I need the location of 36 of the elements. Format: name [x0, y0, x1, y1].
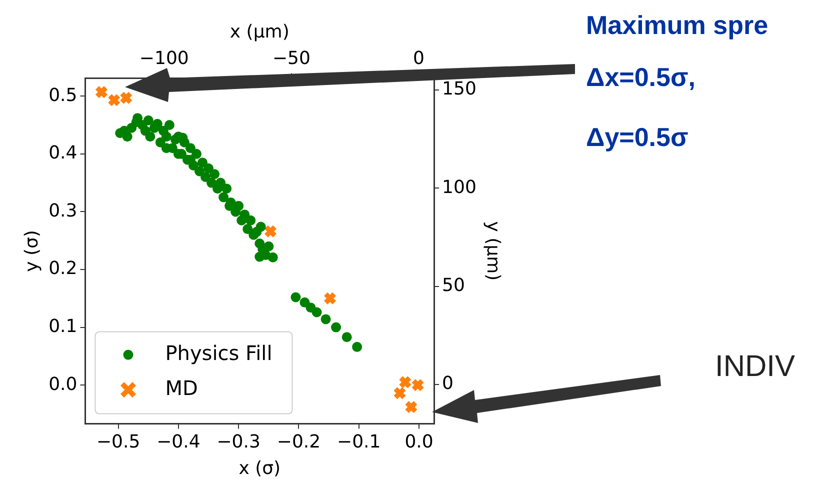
y2-tick-label: 100 — [442, 176, 476, 198]
x-tick-label: −0.4 — [156, 431, 200, 452]
point — [404, 400, 418, 414]
text: INDIV — [715, 350, 796, 384]
x2-axis-title: x (μm) — [230, 21, 290, 42]
legend-label: Physics Fill — [165, 341, 272, 366]
y2-axis-title: y (μm) — [482, 221, 504, 281]
y2-tick-label: 150 — [442, 78, 476, 100]
point — [94, 85, 108, 99]
y2-tick-label: 0 — [442, 373, 454, 394]
x-tick-label: 0.0 — [404, 431, 434, 452]
y-tick-label: 0.3 — [48, 200, 78, 222]
text: Δy=0.5σ — [586, 122, 688, 153]
x-tick-label: −0.5 — [96, 431, 140, 452]
point — [264, 224, 278, 238]
y-axis-title: y (σ) — [21, 230, 42, 272]
text: Δx=0.5σ, — [586, 62, 696, 93]
text: Maximum spre — [586, 10, 768, 41]
point — [323, 292, 337, 306]
x2-tick-label: −50 — [272, 48, 310, 70]
y2-tick-label: 50 — [442, 275, 465, 296]
x-tick-label: −0.3 — [216, 431, 260, 452]
x-tick-label: −0.1 — [337, 431, 381, 452]
point — [107, 93, 121, 107]
x2-tick-label: −100 — [139, 48, 189, 70]
x2-tick-label: 0 — [413, 48, 424, 70]
legend-label: MD — [165, 376, 198, 400]
x-tick-label: −0.2 — [276, 431, 321, 452]
y-tick-label: 0.0 — [48, 374, 78, 395]
x-axis-title: x (σ) — [238, 458, 281, 479]
point — [411, 378, 425, 392]
y-tick-label: 0.5 — [48, 84, 78, 106]
y-tick-label: 0.2 — [48, 258, 78, 280]
y-tick-label: 0.1 — [48, 316, 78, 337]
y-tick-label: 0.4 — [48, 142, 78, 164]
point — [119, 91, 133, 105]
